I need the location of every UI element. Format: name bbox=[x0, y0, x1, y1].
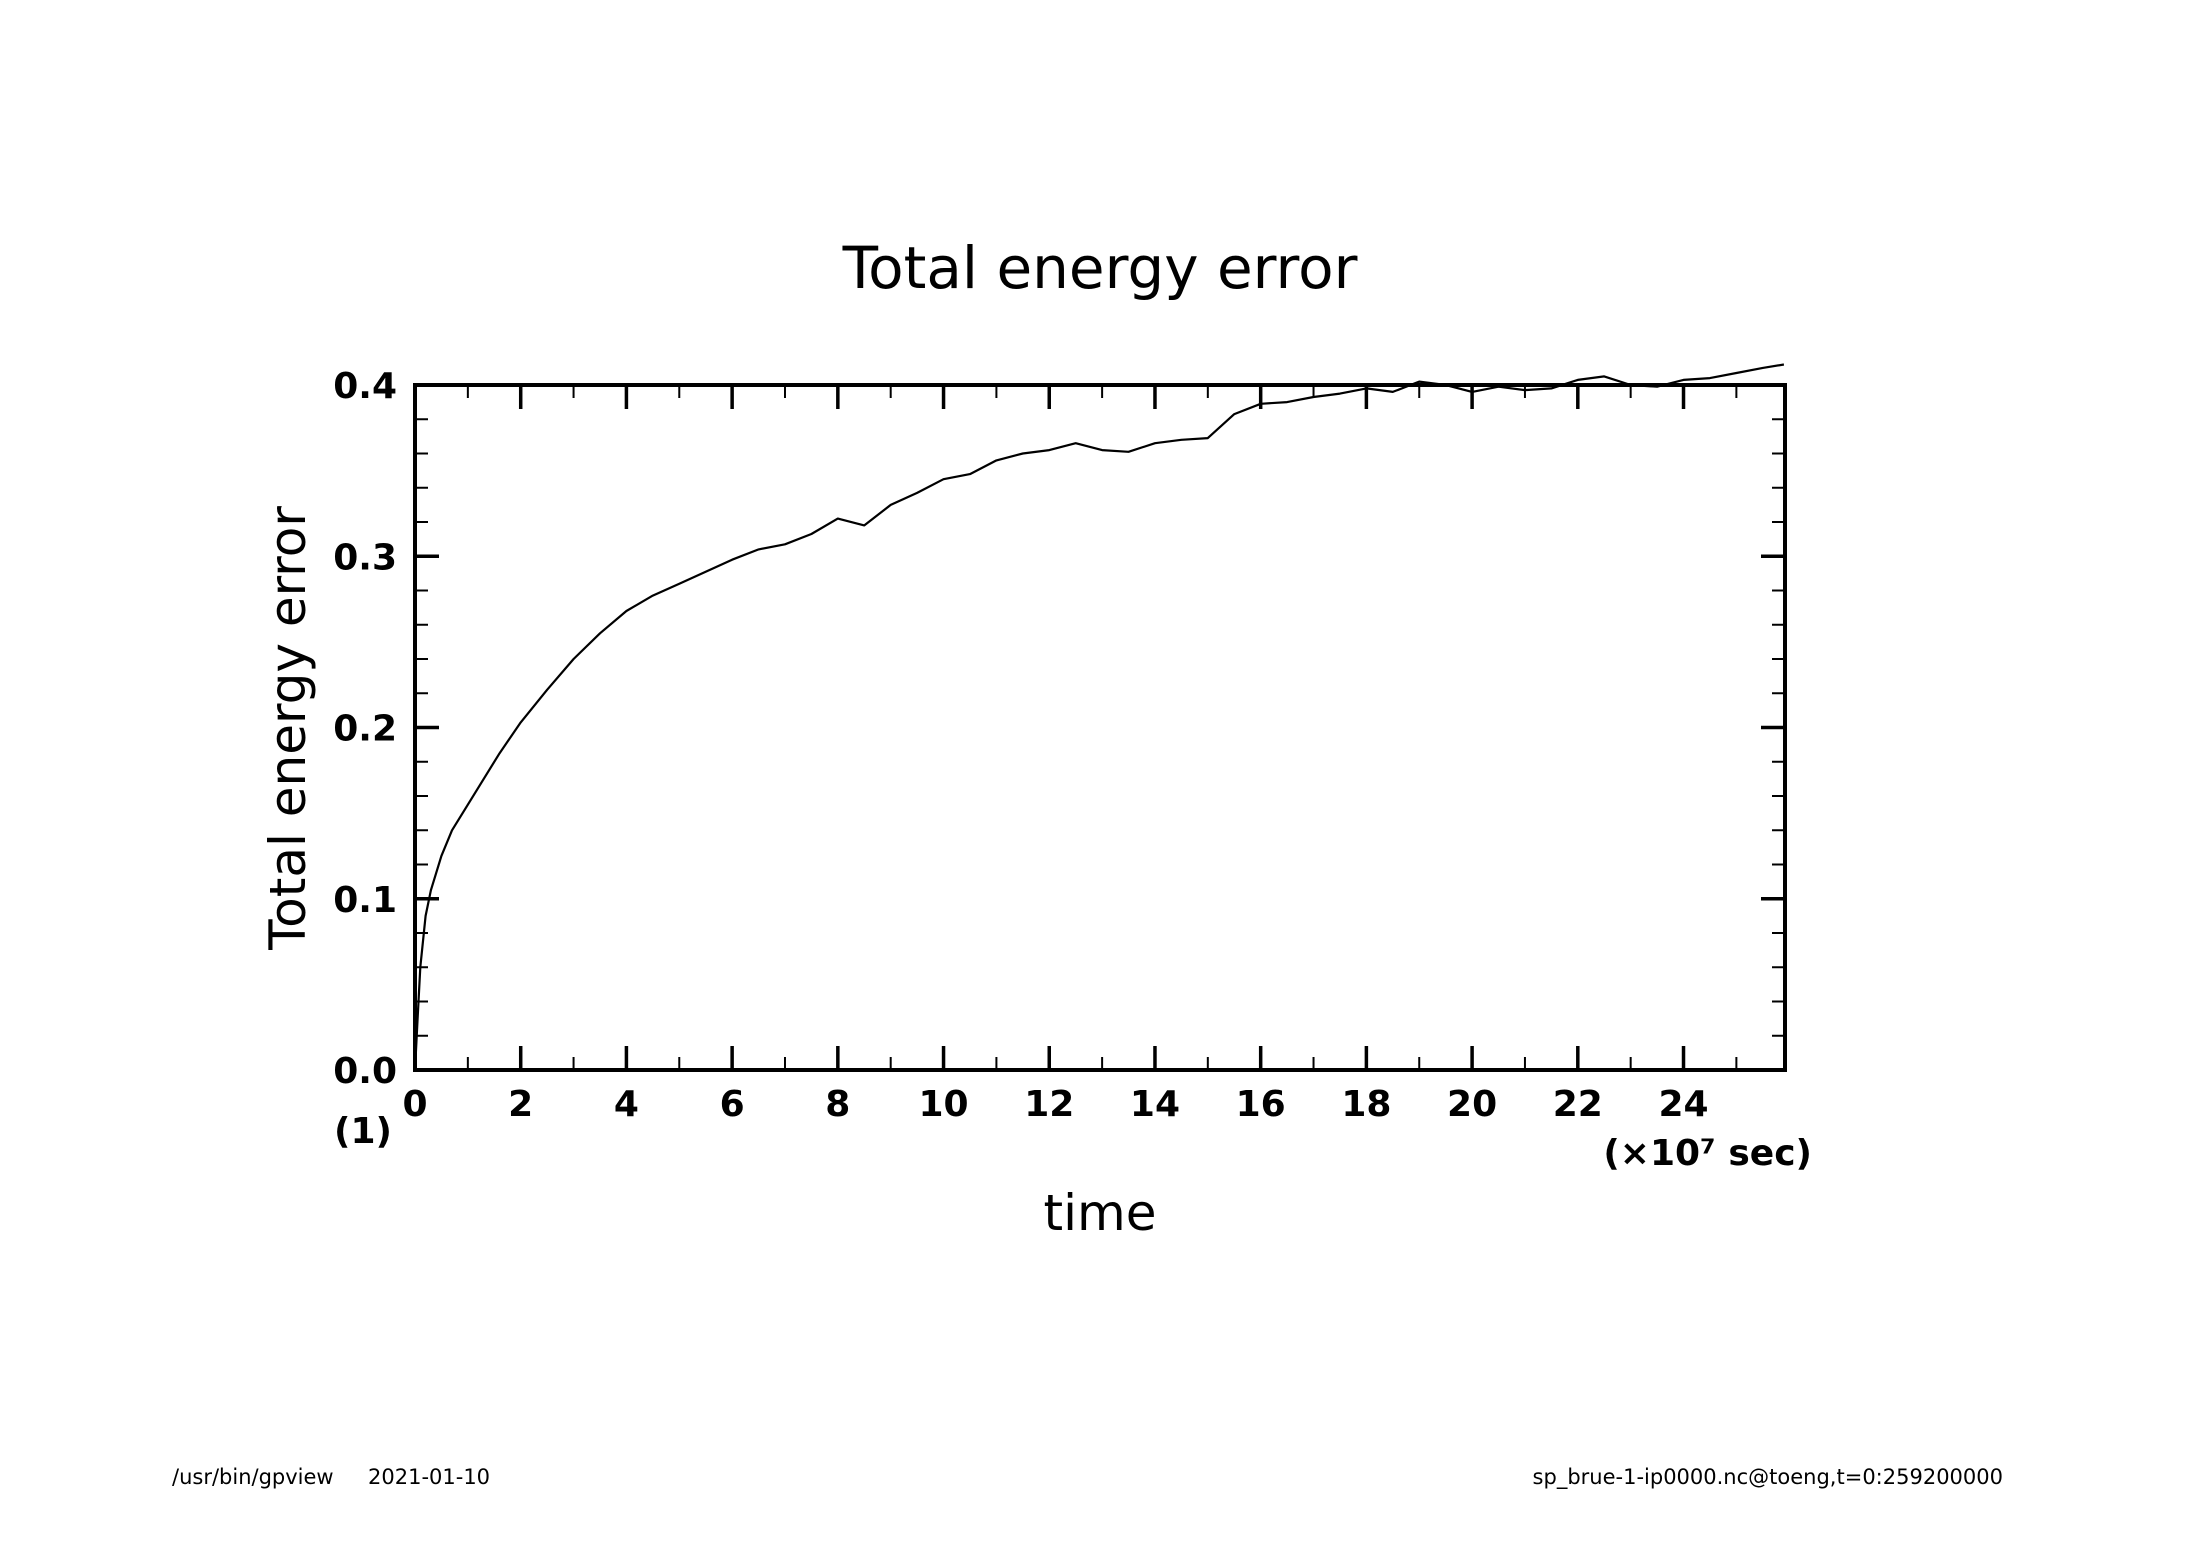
y-tick-labels: 0.0 0.1 0.2 0.3 0.4 bbox=[333, 366, 397, 1092]
x-tick-label: 2 bbox=[508, 1084, 533, 1125]
x-tick-label: 0 bbox=[402, 1084, 427, 1125]
x-tick-label: 20 bbox=[1447, 1084, 1497, 1125]
series-line bbox=[413, 363, 1785, 1071]
y-tick-label: 0.1 bbox=[333, 880, 397, 921]
x-tick-label: 4 bbox=[614, 1084, 639, 1125]
y-tick-label: 0.0 bbox=[333, 1051, 397, 1092]
footer-program: /usr/bin/gpview bbox=[172, 1465, 334, 1489]
x-tick-label: 6 bbox=[720, 1084, 745, 1125]
x-axis-title: time bbox=[1044, 1184, 1157, 1242]
x-tick-label: 16 bbox=[1236, 1084, 1286, 1125]
plot-area: 0 2 4 6 8 10 12 14 16 18 20 22 24 0.00.10.20.30.4 bbox=[333, 363, 1787, 1125]
x-tick-label: 8 bbox=[825, 1084, 850, 1125]
y-unit-label: (1) bbox=[334, 1111, 392, 1152]
x-tick-labels: 0 2 4 6 8 10 12 14 16 18 20 22 24 bbox=[402, 1084, 1708, 1125]
y-tick-label: 0.4 bbox=[333, 366, 397, 407]
axis-ticks bbox=[413, 383, 1785, 1072]
x-unit-label: (×10⁷ sec) bbox=[1603, 1133, 1812, 1174]
chart-title: Total energy error bbox=[842, 234, 1358, 302]
x-tick-label: 12 bbox=[1024, 1084, 1074, 1125]
x-tick-label: 24 bbox=[1658, 1084, 1708, 1125]
x-tick-label: 10 bbox=[918, 1084, 968, 1125]
x-tick-label: 14 bbox=[1130, 1084, 1180, 1125]
x-tick-label: 18 bbox=[1341, 1084, 1391, 1125]
plot-frame bbox=[413, 383, 1787, 1072]
y-tick-label: 0.3 bbox=[333, 537, 397, 578]
footer-date: 2021-01-10 bbox=[368, 1465, 490, 1489]
y-axis-title: Total energy error bbox=[259, 506, 317, 951]
footer-source: sp_brue-1-ip0000.nc@toeng,t=0:259200000 bbox=[1533, 1465, 2003, 1490]
y-tick-label: 0.2 bbox=[333, 709, 397, 750]
x-tick-label: 22 bbox=[1553, 1084, 1603, 1125]
